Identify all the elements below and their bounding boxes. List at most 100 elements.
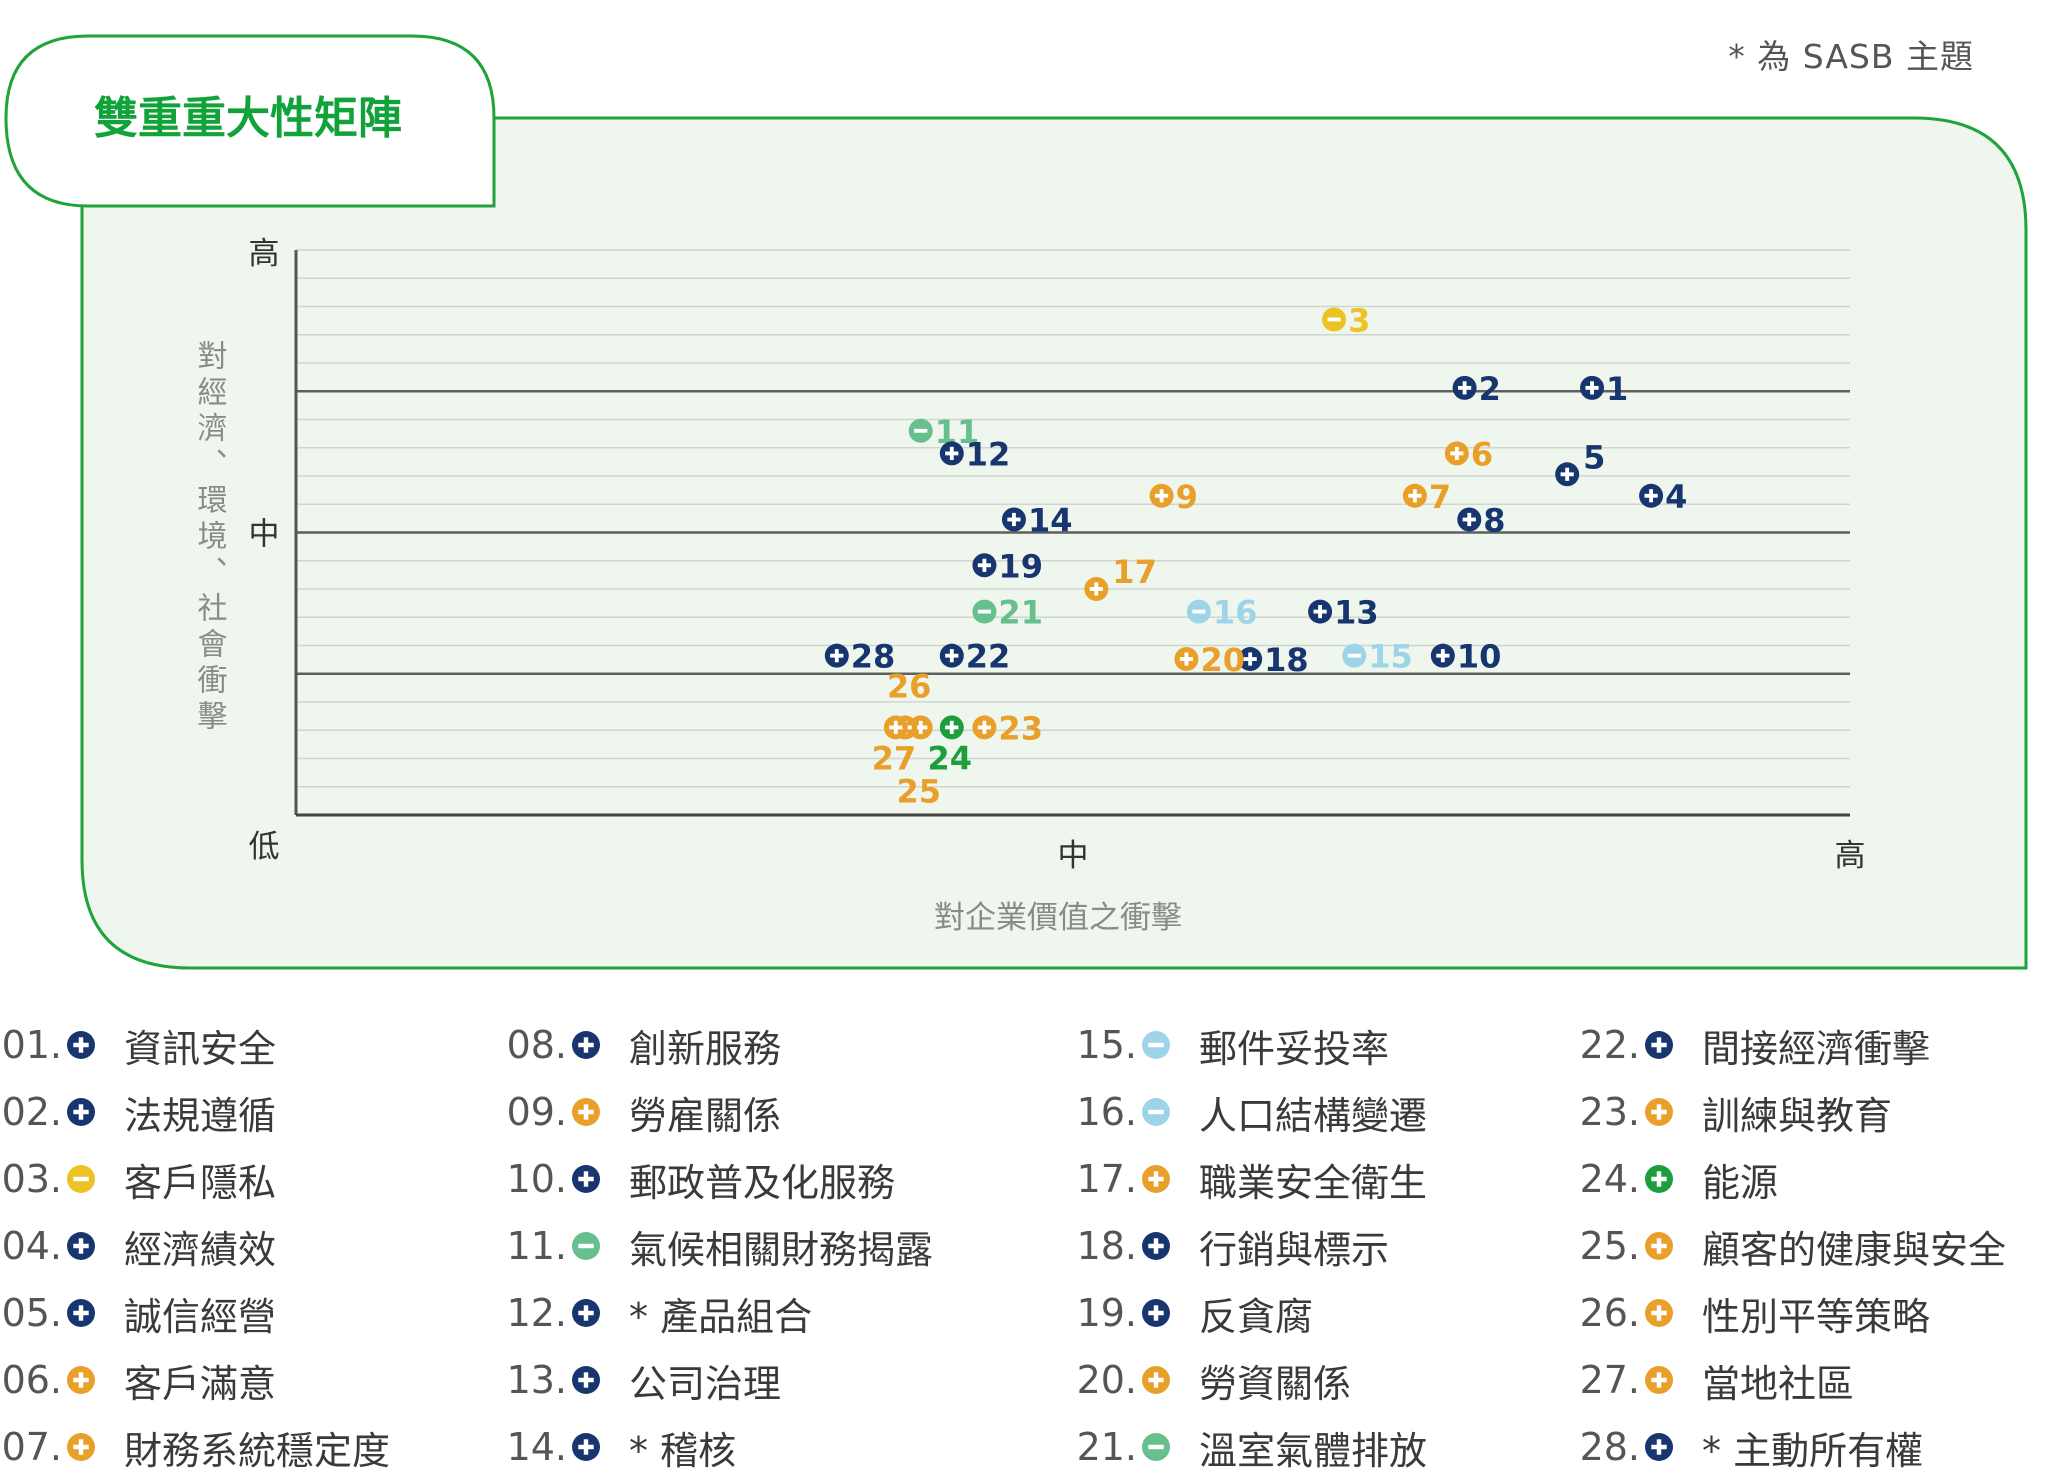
plus-circle-icon <box>572 1433 600 1461</box>
legend-item: 22. 間接經濟衝擊 <box>1578 1015 1930 1075</box>
legend: 01. 資訊安全 02. 法規遵循 03. 客戶隱私 04. 經濟績效 05. 誠信經營 06. 客戶… <box>0 1015 2072 1473</box>
legend-marker <box>1142 1232 1170 1260</box>
legend-marker <box>572 1232 600 1260</box>
matrix-point-18 <box>1238 647 1263 672</box>
legend-marker <box>67 1433 95 1461</box>
legend-item: 21. 溫室氣體排放 <box>1075 1417 1427 1477</box>
legend-item: 18. 行銷與標示 <box>1075 1216 1389 1276</box>
plus-circle-icon <box>572 1299 600 1327</box>
plus-circle-icon <box>572 1366 600 1394</box>
minus-circle-icon <box>67 1165 95 1193</box>
legend-item: 17. 職業安全衛生 <box>1075 1149 1427 1209</box>
point-label-20: 20 <box>1200 641 1245 679</box>
chart-gridlines <box>296 249 1850 788</box>
legend-item: 15. 郵件妥投率 <box>1075 1015 1389 1075</box>
legend-item: 10. 郵政普及化服務 <box>505 1149 895 1209</box>
legend-marker <box>1645 1031 1673 1059</box>
legend-item: 06. 客戶滿意 <box>0 1350 276 1410</box>
x-tick-label: 中 <box>1058 838 1089 874</box>
legend-number: 17. <box>1076 1157 1137 1201</box>
point-label-24: 24 <box>928 739 973 777</box>
legend-topic-name: 訓練與教育 <box>1702 1093 1893 1138</box>
legend-number: 28. <box>1579 1425 1640 1469</box>
point-label-23: 23 <box>998 709 1043 747</box>
point-label-8: 8 <box>1483 502 1505 540</box>
legend-marker <box>572 1098 600 1126</box>
legend-number: 16. <box>1076 1090 1137 1134</box>
legend-number: 22. <box>1579 1023 1640 1067</box>
plus-circle-icon <box>1645 1366 1673 1394</box>
plus-circle-icon <box>1645 1299 1673 1327</box>
legend-number: 21. <box>1076 1425 1137 1469</box>
point-label-19: 19 <box>998 547 1043 585</box>
legend-marker <box>1645 1299 1673 1327</box>
legend-marker <box>67 1366 95 1394</box>
y-tick-label: 低 <box>249 829 280 865</box>
matrix-point-5 <box>1555 462 1580 487</box>
minus-circle-icon <box>572 1232 600 1260</box>
plus-circle-icon <box>1142 1232 1170 1260</box>
legend-marker <box>1142 1031 1170 1059</box>
legend-marker <box>67 1232 95 1260</box>
chart-title: 雙重重大性矩陣 <box>94 93 402 144</box>
legend-item: 24. 能源 <box>1578 1149 1778 1209</box>
legend-item: 26. 性別平等策略 <box>1578 1283 1930 1343</box>
legend-topic-name: 顧客的健康與安全 <box>1702 1227 2007 1272</box>
chart-frame <box>4 34 2028 970</box>
matrix-point-20 <box>1174 647 1199 672</box>
legend-topic-name: 職業安全衛生 <box>1199 1160 1428 1205</box>
matrix-point-11 <box>908 418 933 443</box>
legend-marker <box>67 1165 95 1193</box>
legend-item: 20. 勞資關係 <box>1075 1350 1351 1410</box>
legend-number: 03. <box>1 1157 62 1201</box>
legend-topic-name: 郵政普及化服務 <box>629 1160 896 1205</box>
legend-number: 06. <box>1 1358 62 1402</box>
point-label-18: 18 <box>1264 641 1309 679</box>
legend-number: 27. <box>1579 1358 1640 1402</box>
point-label-12: 12 <box>966 435 1011 473</box>
legend-number: 12. <box>506 1291 567 1335</box>
matrix-point-14 <box>1001 507 1026 532</box>
point-label-9: 9 <box>1176 478 1198 516</box>
point-label-22: 22 <box>966 638 1011 676</box>
matrix-point-4 <box>1639 483 1664 508</box>
legend-marker <box>1645 1232 1673 1260</box>
plus-circle-icon <box>67 1232 95 1260</box>
matrix-point-8 <box>1457 507 1482 532</box>
legend-marker <box>1142 1165 1170 1193</box>
legend-marker <box>1645 1366 1673 1394</box>
matrix-point-2 <box>1452 375 1477 400</box>
y-tick-label: 高 <box>249 236 280 272</box>
matrix-point-12 <box>939 441 964 466</box>
legend-topic-name: 勞雇關係 <box>629 1093 782 1138</box>
legend-topic-name: 能源 <box>1702 1160 1779 1205</box>
legend-topic-name: 性別平等策略 <box>1702 1294 1931 1339</box>
legend-item: 11. 氣候相關財務揭露 <box>505 1216 933 1276</box>
legend-topic-name: 郵件妥投率 <box>1199 1026 1390 1071</box>
matrix-point-16 <box>1186 599 1211 624</box>
legend-item: 08. 創新服務 <box>505 1015 781 1075</box>
legend-number: 20. <box>1076 1358 1137 1402</box>
plus-circle-icon <box>1645 1232 1673 1260</box>
legend-number: 05. <box>1 1291 62 1335</box>
legend-item: 07. 財務系統穩定度 <box>0 1417 390 1477</box>
legend-number: 26. <box>1579 1291 1640 1335</box>
matrix-point-13 <box>1308 599 1333 624</box>
matrix-point-15 <box>1342 643 1367 668</box>
point-label-3: 3 <box>1348 301 1370 339</box>
legend-topic-name: 誠信經營 <box>124 1294 277 1339</box>
point-label-14: 14 <box>1028 502 1073 540</box>
legend-marker <box>1142 1433 1170 1461</box>
plus-circle-icon <box>1645 1031 1673 1059</box>
legend-marker <box>1645 1098 1673 1126</box>
legend-item: 02. 法規遵循 <box>0 1082 276 1142</box>
legend-number: 11. <box>506 1224 567 1268</box>
legend-topic-name: 反貪腐 <box>1199 1294 1314 1339</box>
matrix-point-10 <box>1430 643 1455 668</box>
legend-marker <box>67 1299 95 1327</box>
title-tab <box>4 34 496 208</box>
y-tick-label: 中 <box>249 517 280 553</box>
legend-marker <box>1645 1165 1673 1193</box>
plus-circle-icon <box>1645 1165 1673 1193</box>
